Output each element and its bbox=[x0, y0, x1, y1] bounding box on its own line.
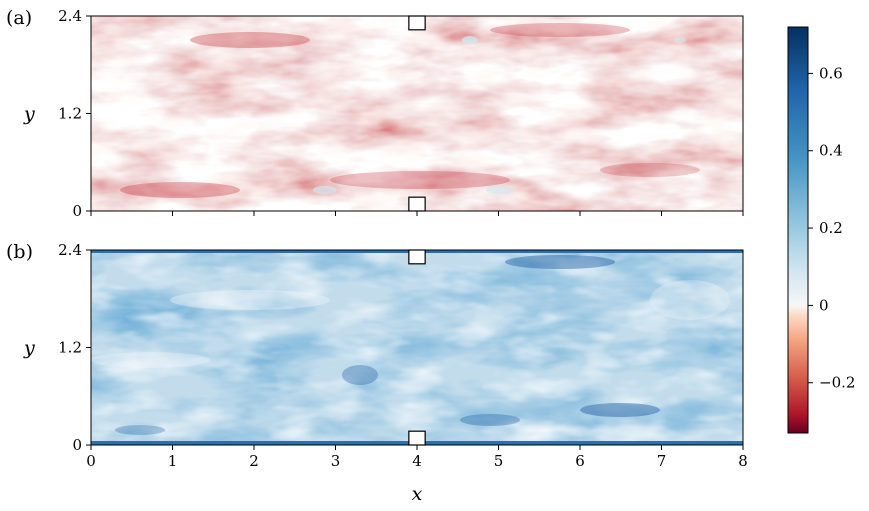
y-tick-label: 1.2 bbox=[58, 105, 82, 123]
obstacle bbox=[408, 196, 426, 212]
y-tick-label: 0 bbox=[72, 202, 82, 220]
obstacle bbox=[408, 249, 426, 265]
panel-b-ylabel: y bbox=[23, 337, 35, 359]
obstacle bbox=[408, 430, 426, 446]
panel-a-x-axis bbox=[90, 211, 744, 216]
x-tick-label: 8 bbox=[738, 452, 748, 470]
x-tick-label: 6 bbox=[575, 452, 585, 470]
x-tick-label: 5 bbox=[494, 452, 504, 470]
colorbar: −0.2 0 0.2 0.4 0.6 bbox=[787, 26, 855, 434]
panel-a-label: (a) bbox=[6, 7, 32, 29]
panel-a-ylabel: y bbox=[23, 103, 35, 125]
colorbar-tick-label: 0 bbox=[819, 296, 829, 314]
obstacle bbox=[408, 15, 426, 31]
panel-b-y-axis: 0 1.2 2.4 bbox=[58, 241, 91, 454]
x-tick-label: 3 bbox=[331, 452, 341, 470]
x-tick-label: 0 bbox=[86, 452, 96, 470]
panel-a: 0 1.2 2.4 (a) y bbox=[6, 7, 744, 220]
panel-a-obstacles bbox=[408, 15, 426, 212]
x-tick-label: 7 bbox=[657, 452, 667, 470]
panel-b-x-axis: 0 1 2 3 4 5 6 7 8 bbox=[86, 445, 748, 470]
y-tick-label: 2.4 bbox=[58, 7, 82, 25]
x-tick-label: 1 bbox=[168, 452, 178, 470]
panel-b-label: (b) bbox=[6, 241, 33, 263]
y-tick-label: 2.4 bbox=[58, 241, 82, 259]
panel-b-field bbox=[91, 250, 743, 445]
panel-a-field bbox=[91, 16, 743, 211]
colorbar-tick-label: 0.4 bbox=[819, 142, 843, 160]
panel-b-xlabel: x bbox=[412, 483, 423, 505]
colorbar-tick-label: 0.2 bbox=[819, 219, 843, 237]
colorbar-ticks: −0.2 0 0.2 0.4 0.6 bbox=[808, 64, 855, 392]
colorbar-tick-label: −0.2 bbox=[819, 374, 855, 392]
panel-b: 0 1.2 2.4 0 1 2 3 4 5 6 7 8 (b) y x bbox=[6, 241, 748, 505]
x-tick-label: 2 bbox=[249, 452, 259, 470]
colorbar-tick-label: 0.6 bbox=[819, 64, 843, 82]
colorbar-gradient bbox=[787, 26, 809, 434]
panel-a-y-axis: 0 1.2 2.4 bbox=[58, 7, 91, 220]
y-tick-label: 0 bbox=[72, 436, 82, 454]
x-tick-label: 4 bbox=[412, 452, 422, 470]
y-tick-label: 1.2 bbox=[58, 339, 82, 357]
